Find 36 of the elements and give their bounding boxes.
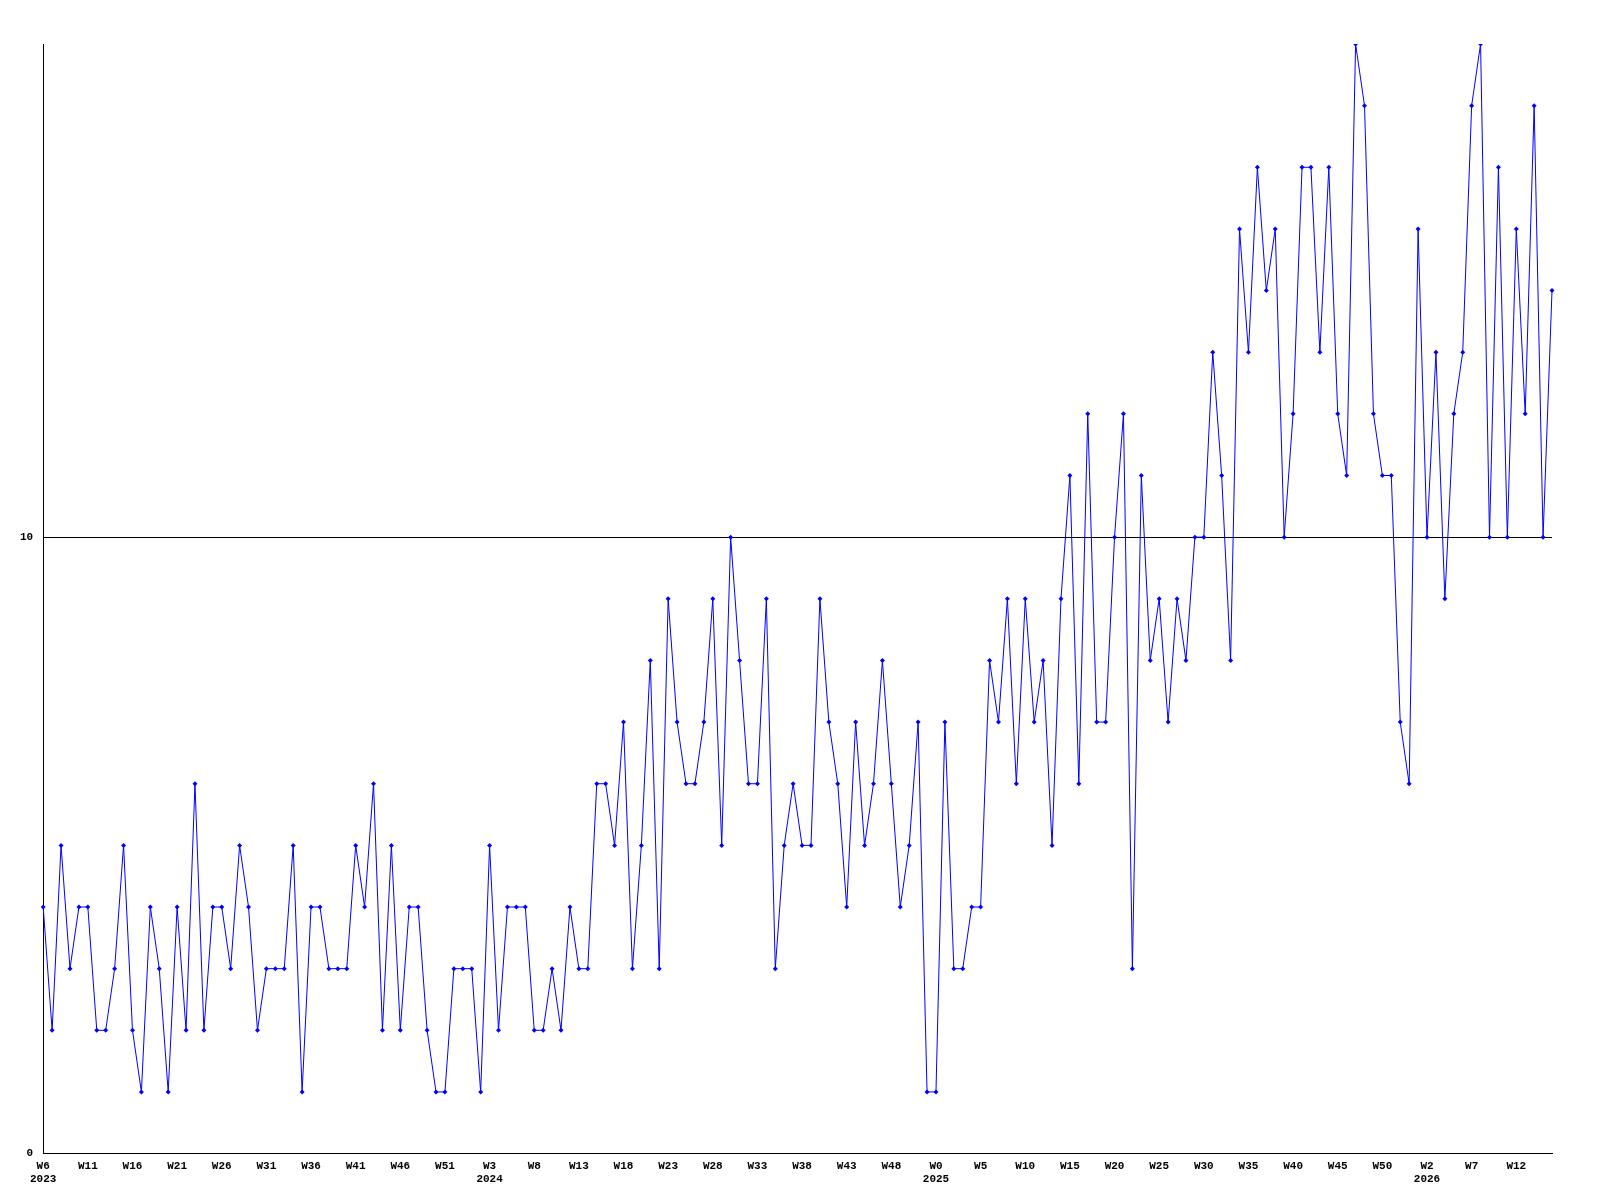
x-tick-label: W50 [1372, 1159, 1393, 1172]
x-tick-label: W26 [211, 1159, 232, 1172]
x-tick-label: W13 [568, 1159, 590, 1172]
x-tick-label: W12 [1506, 1159, 1527, 1172]
x-tick-label: W30 [1193, 1159, 1214, 1172]
x-tick-label: W33 [747, 1159, 768, 1172]
x-tick-label: W48 [881, 1159, 902, 1172]
x-tick-label: W51 [435, 1159, 456, 1172]
y-tick-label: 0 [26, 1147, 34, 1160]
x-tick-label: W46 [390, 1159, 411, 1172]
x-tick-label: W15 [1059, 1159, 1081, 1172]
x-tick-label: W45 [1327, 1159, 1349, 1172]
x-tick-label: W3 2024 [476, 1159, 504, 1186]
x-tick-label: W5 [974, 1159, 988, 1172]
x-tick-label: W40 [1283, 1159, 1303, 1172]
x-tick-label: W35 [1238, 1159, 1259, 1172]
x-tick-label: W16 [122, 1159, 143, 1172]
x-tick-label: W2 2026 [1413, 1159, 1441, 1186]
x-tick-label: W41 [345, 1159, 366, 1172]
x-tick-label: W7 [1465, 1159, 1479, 1172]
x-tick-label: W43 [836, 1159, 857, 1172]
x-tick-label: W36 [301, 1159, 321, 1172]
x-tick-label: W28 [702, 1159, 724, 1172]
x-tick-label: W6 2023 [30, 1159, 57, 1186]
x-tick-label: W8 [527, 1159, 542, 1172]
x-tick-label: W18 [613, 1159, 634, 1172]
x-tick-label: W23 [658, 1159, 679, 1172]
x-tick-label: W21 [167, 1159, 188, 1172]
x-tick-label: W0 2025 [922, 1159, 950, 1186]
x-tick-label: W10 [1015, 1159, 1036, 1172]
x-tick-label: W31 [256, 1159, 277, 1172]
x-tick-label: W20 [1104, 1159, 1125, 1172]
x-tick-label: W25 [1149, 1159, 1170, 1172]
y-tick-label: 10 [20, 530, 34, 543]
x-tick-label: W11 [77, 1159, 99, 1172]
x-tick-label: W38 [792, 1159, 813, 1172]
